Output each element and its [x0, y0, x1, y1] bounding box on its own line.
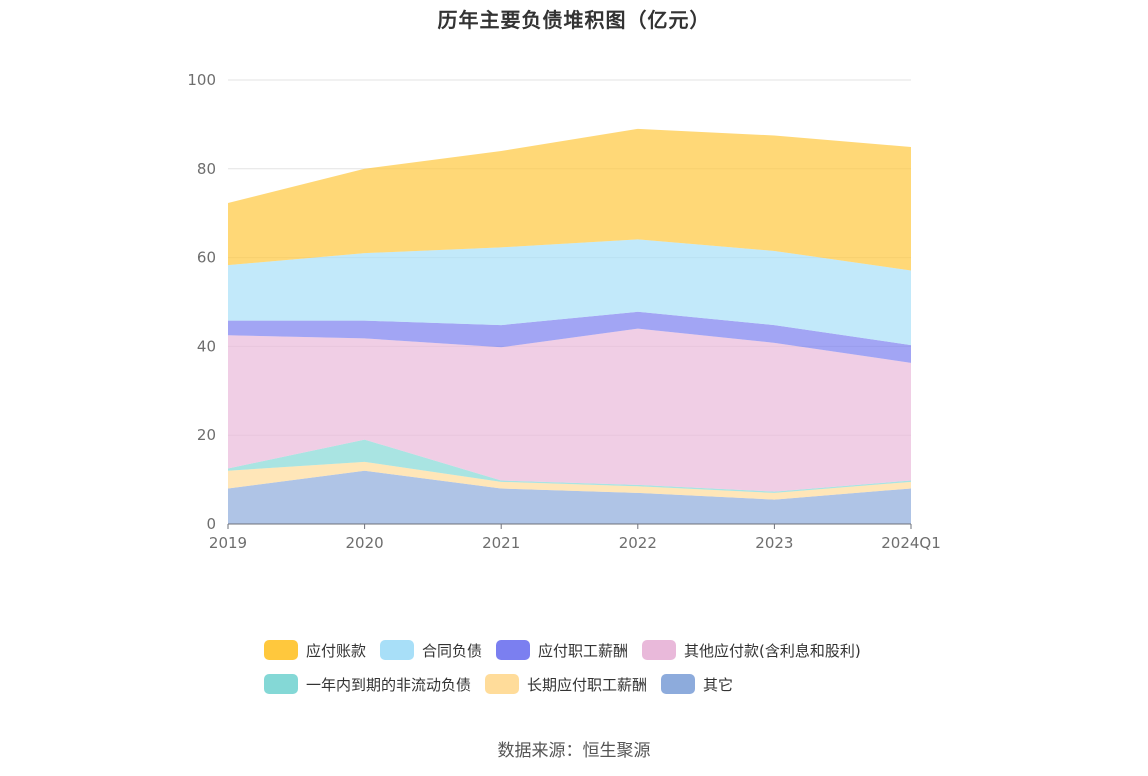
y-tick-label: 0: [206, 515, 216, 533]
x-tick-label: 2019: [209, 534, 247, 552]
legend-label: 应付职工薪酬: [538, 641, 629, 660]
area-一年内到期的非流动负债: [228, 439, 911, 493]
legend-label: 应付账款: [306, 641, 367, 660]
x-tick-label: 2024Q1: [881, 534, 941, 552]
legend-swatch: [264, 674, 298, 694]
legend-item[interactable]: 其它: [661, 672, 733, 696]
legend-swatch: [642, 640, 677, 660]
x-tick-label: 2020: [346, 534, 384, 552]
y-tick-label: 60: [197, 249, 216, 267]
legend-item[interactable]: 一年内到期的非流动负债: [264, 672, 471, 696]
axes: 0 20 40 60 80 100 2019 2020 2021 2022 2023 2024Q1: [187, 71, 940, 552]
legend-label: 其他应付款(含利息和股利): [684, 641, 861, 660]
area-series: [228, 128, 911, 524]
legend-swatch: [380, 640, 415, 660]
legend-label: 合同负债: [422, 641, 483, 660]
data-source: 数据来源：恒生聚源: [497, 741, 651, 761]
legend-item[interactable]: 应付职工薪酬: [496, 638, 628, 662]
legend: 应付账款 合同负债 应付职工薪酬 其他应付款(含利息和股利) 一年内到期的非流动负债 长期…: [264, 638, 964, 696]
legend-item[interactable]: 其他应付款(含利息和股利): [642, 638, 861, 662]
legend-swatch: [485, 674, 520, 694]
area-其它: [228, 470, 911, 524]
legend-swatch: [264, 640, 298, 660]
legend-swatch: [661, 674, 696, 694]
legend-label: 其它: [703, 675, 734, 694]
area-其他应付款(含利息和股利): [228, 328, 911, 492]
y-tick-label: 40: [197, 337, 216, 355]
y-tick-label: 100: [187, 71, 216, 89]
legend-label: 长期应付职工薪酬: [527, 675, 648, 694]
area-合同负债: [228, 239, 911, 346]
legend-item[interactable]: 应付账款: [264, 638, 366, 662]
area-应付职工薪酬: [228, 311, 911, 363]
x-tick-label: 2023: [755, 534, 793, 552]
area-应付账款: [228, 128, 911, 271]
legend-swatch: [496, 640, 531, 660]
x-tick-label: 2021: [482, 534, 520, 552]
y-tick-label: 80: [197, 160, 216, 178]
area-长期应付职工薪酬: [228, 461, 911, 500]
legend-item[interactable]: 合同负债: [380, 638, 482, 662]
chart-title: 历年主要负债堆积图（亿元）: [437, 8, 711, 32]
legend-label: 一年内到期的非流动负债: [306, 675, 472, 694]
legend-item[interactable]: 长期应付职工薪酬: [485, 672, 647, 696]
y-tick-label: 20: [197, 426, 216, 444]
x-tick-label: 2022: [619, 534, 657, 552]
